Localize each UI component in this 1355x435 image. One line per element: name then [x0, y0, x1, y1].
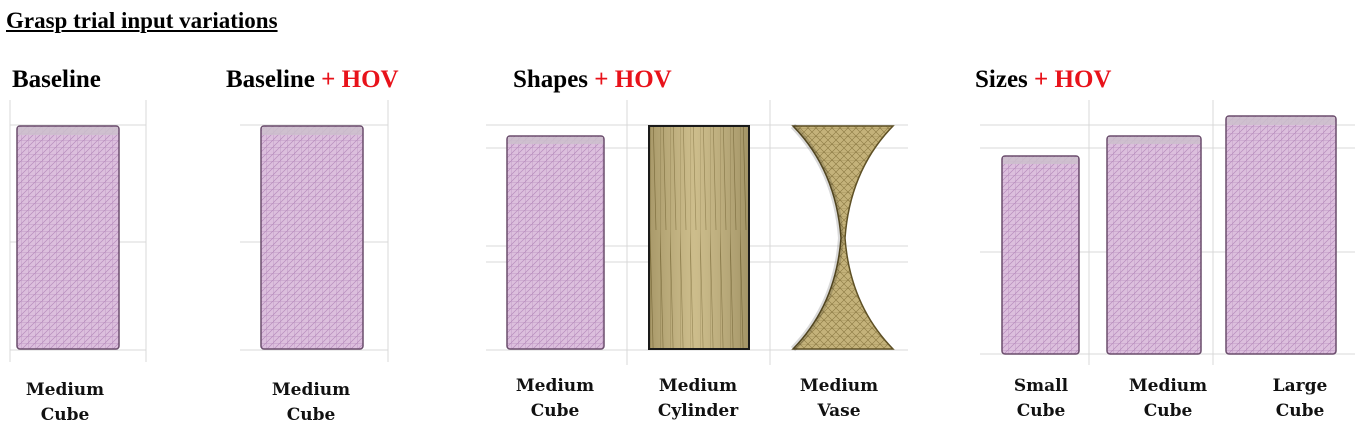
cube-top-face: [1108, 137, 1200, 144]
label-line2: Cube: [40, 405, 90, 425]
panel-title-shapes-hov: Shapes + HOV: [513, 66, 672, 94]
panel-title-baseline-hov: Baseline + HOV: [226, 66, 399, 94]
medium-cube-shapes: [506, 135, 605, 350]
label-shapes-cylinder: Medium Cylinder: [638, 374, 758, 424]
medium-cube-sizes: [1106, 135, 1202, 355]
label-line1: Medium: [799, 376, 879, 396]
cube-top-face: [508, 137, 603, 144]
label-line2: Cube: [1016, 401, 1066, 421]
label-line1: Medium: [25, 380, 105, 400]
panel-title-sizes-hov: Sizes + HOV: [975, 66, 1111, 94]
label-line1: Medium: [1128, 376, 1208, 396]
small-cube: [1001, 155, 1080, 355]
label-sizes-medium: Medium Cube: [1113, 374, 1223, 424]
label-line2: Cube: [286, 405, 336, 425]
cube-top-face: [1227, 117, 1335, 125]
label-line1: Medium: [515, 376, 595, 396]
label-line1: Medium: [271, 380, 351, 400]
label-line2: Cube: [1143, 401, 1193, 421]
label-line2: Cylinder: [657, 401, 739, 421]
panel-title-text: Sizes: [975, 66, 1028, 93]
cube-top-face: [18, 127, 118, 135]
large-cube: [1225, 115, 1337, 355]
panel-title-text: Baseline: [12, 66, 101, 93]
medium-cylinder: [648, 125, 750, 350]
medium-cube-baseline-hov: [260, 125, 364, 350]
label-shapes-cube: Medium Cube: [500, 374, 610, 424]
panel-title-baseline: Baseline: [12, 66, 101, 94]
label-line2: Cube: [1275, 401, 1325, 421]
label-sizes-small: Small Cube: [986, 374, 1096, 424]
panel-title-text: Baseline: [226, 66, 315, 93]
label-line1: Medium: [658, 376, 738, 396]
label-line2: Vase: [817, 401, 861, 421]
medium-vase: [790, 123, 895, 352]
cube-top-face: [1003, 157, 1078, 164]
label-baseline-hov-item: Medium Cube: [256, 378, 366, 428]
grid-baseline: [9, 100, 147, 362]
figure-title: Grasp trial input variations: [6, 8, 278, 33]
label-sizes-large: Large Cube: [1250, 374, 1350, 424]
label-baseline-item: Medium Cube: [10, 378, 120, 428]
label-line1: Large: [1272, 376, 1328, 396]
hov-suffix: + HOV: [321, 66, 399, 93]
panel-title-text: Shapes: [513, 66, 589, 93]
hov-suffix: + HOV: [1034, 66, 1112, 93]
label-line1: Small: [1013, 376, 1069, 396]
hov-suffix: + HOV: [594, 66, 672, 93]
label-shapes-vase: Medium Vase: [784, 374, 894, 424]
cube-top-face: [262, 127, 362, 135]
medium-cube-baseline: [16, 125, 120, 350]
label-line2: Cube: [530, 401, 580, 421]
